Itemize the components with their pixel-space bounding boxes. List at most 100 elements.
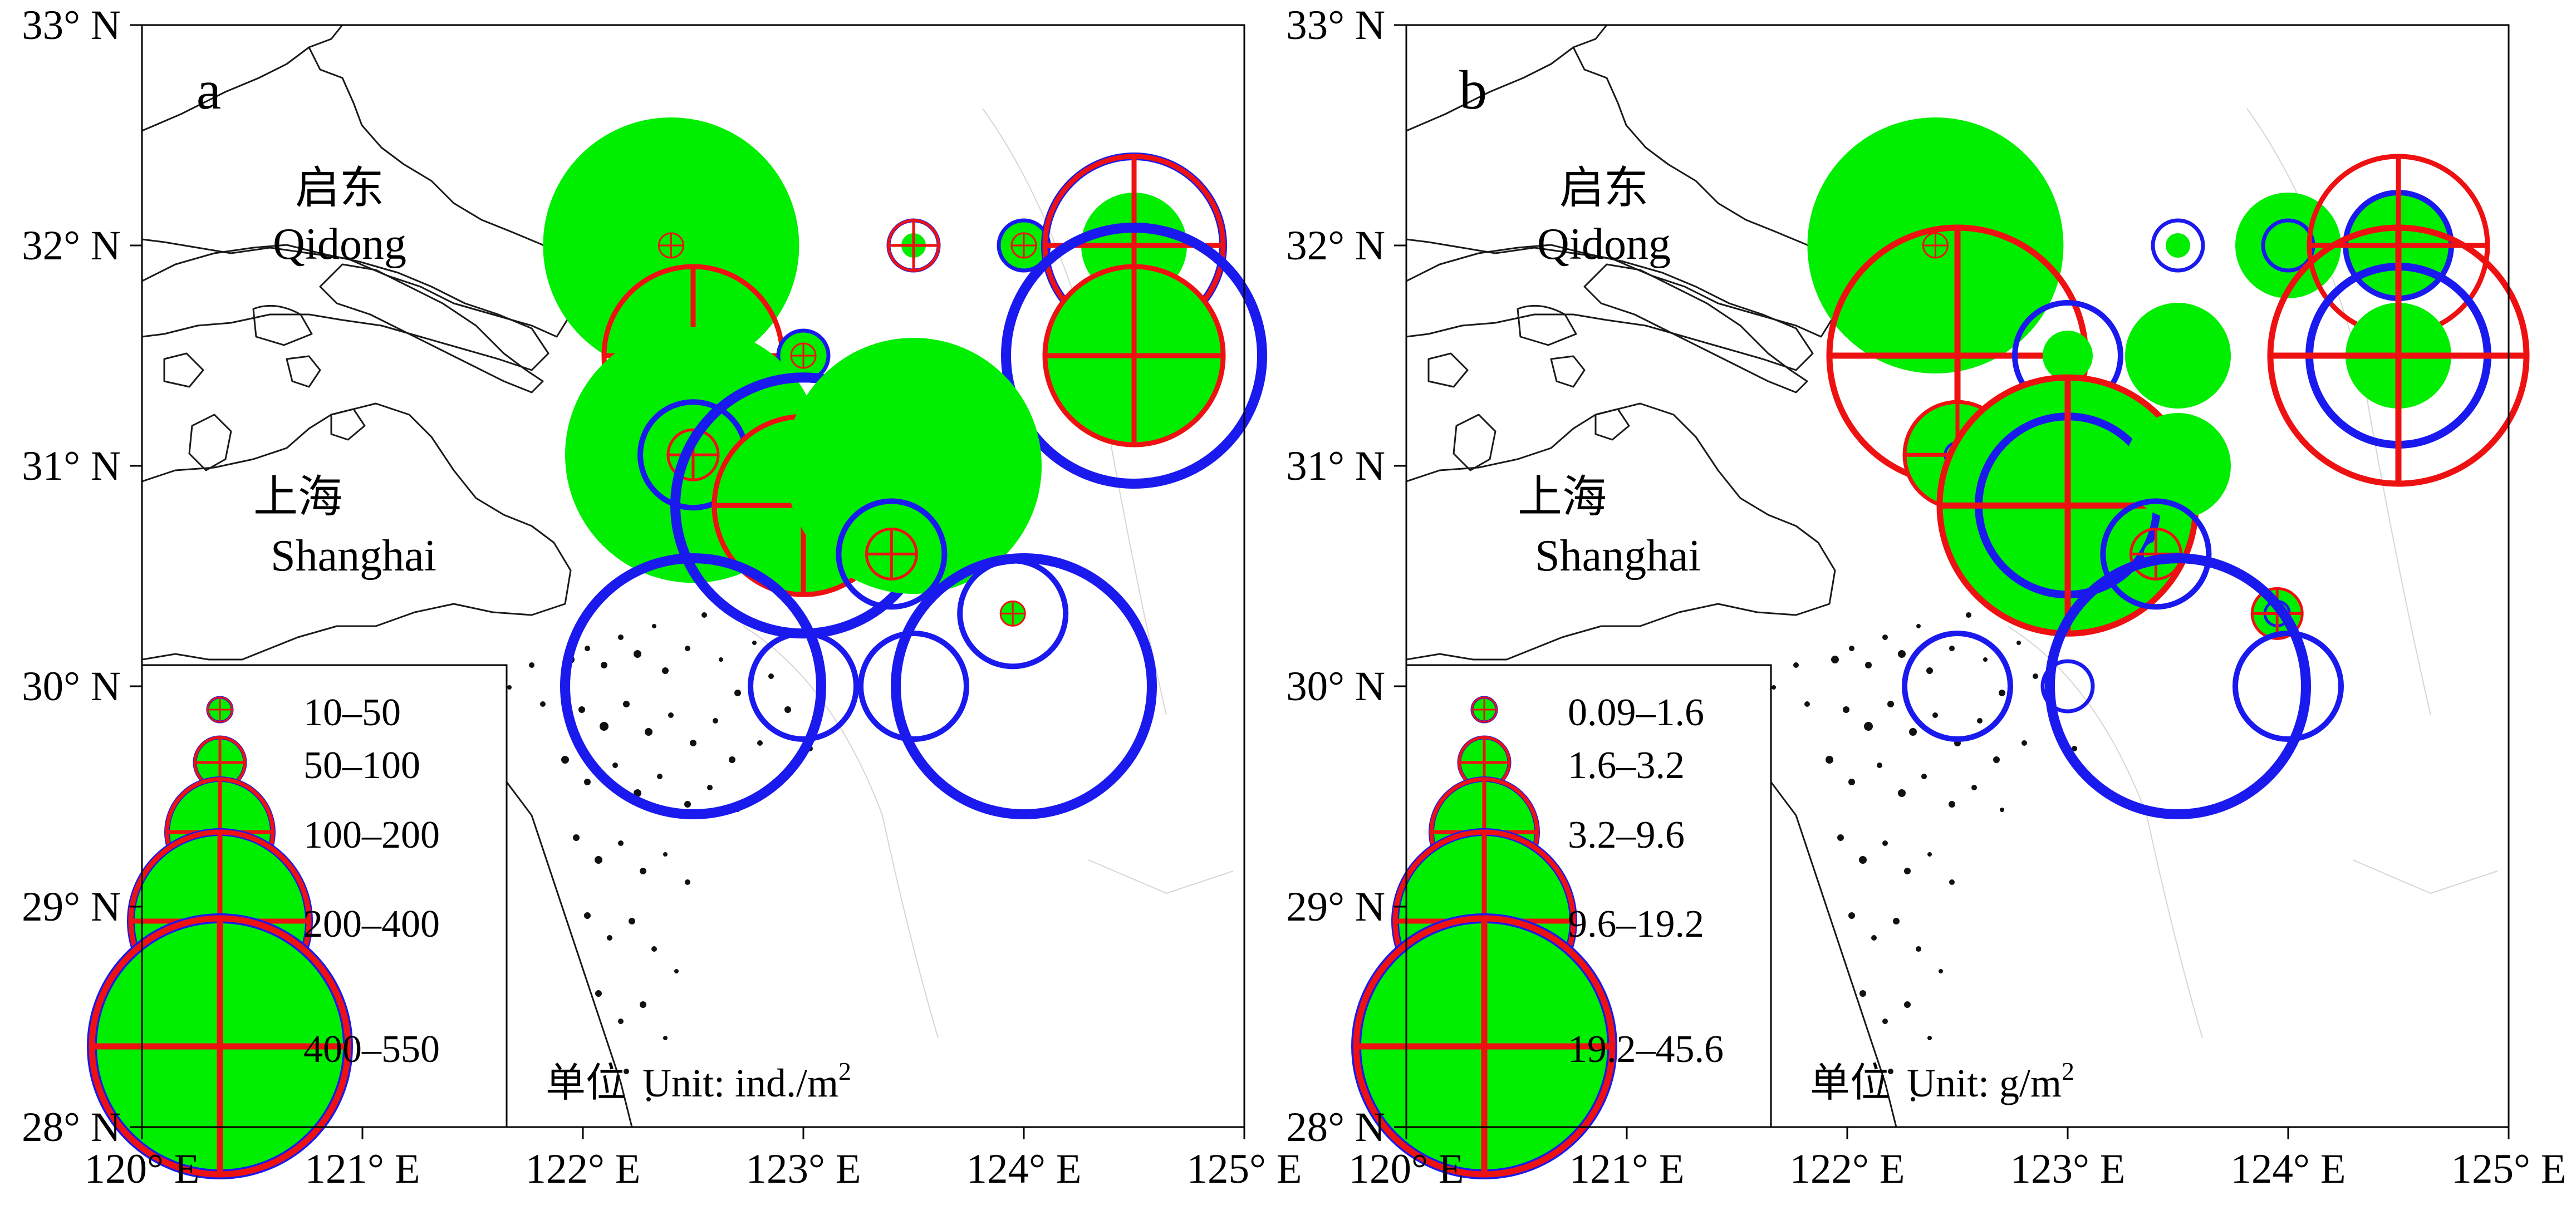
panel-label: a xyxy=(197,59,221,121)
map-abundance-disc xyxy=(2125,413,2231,519)
legend-station-0 xyxy=(1470,696,1498,724)
legend-label-5: 19.2–45.6 xyxy=(1568,1028,1724,1071)
map-abundance-disc xyxy=(2166,233,2190,258)
map-abundance-disc xyxy=(2125,303,2231,409)
legend-label-3: 100–200 xyxy=(303,814,440,857)
map-blue-ring xyxy=(858,631,969,742)
unit-superscript: 2 xyxy=(2062,1057,2074,1085)
map-station-0 xyxy=(543,117,799,373)
map-station-0 xyxy=(1807,117,2064,373)
map-station-15 xyxy=(858,631,969,742)
map-frame xyxy=(1405,24,2510,1128)
y-tick-label: 32° N xyxy=(1286,223,1385,269)
label-qidong-cn: 启东 xyxy=(295,164,384,213)
map-station-16 xyxy=(2232,631,2344,742)
legend-label-2: 1.6–3.2 xyxy=(1568,744,1685,787)
unit-cn: 单位 xyxy=(1810,1061,1890,1105)
legend-station-4 xyxy=(1351,913,1617,1179)
map-station-1 xyxy=(2151,218,2205,273)
y-tick-label: 31° N xyxy=(22,443,121,489)
legend-label-1: 0.09–1.6 xyxy=(1568,691,1704,734)
map-blue-ring xyxy=(836,498,948,610)
y-tick-label: 30° N xyxy=(1286,663,1385,710)
y-tick-label: 33° N xyxy=(1286,2,1385,48)
map-station-10 xyxy=(2125,413,2231,519)
label-qidong-en: Qidong xyxy=(273,220,406,269)
map-station-14 xyxy=(2040,659,2095,714)
legend-label-4: 9.6–19.2 xyxy=(1568,903,1704,946)
map-blue-ring xyxy=(2045,553,2311,819)
x-tick-label: 123° E xyxy=(2010,1146,2125,1192)
legend-label-1: 10–50 xyxy=(303,691,401,734)
map-station-6 xyxy=(2125,303,2231,409)
map-station-11 xyxy=(836,498,948,610)
map-blue-ring xyxy=(1902,631,2013,742)
x-tick-label: 125° E xyxy=(1186,1146,1302,1192)
unit-en: Unit: ind./m xyxy=(642,1061,838,1105)
legend-label-5: 400–550 xyxy=(303,1028,440,1071)
x-tick-label: 125° E xyxy=(2451,1146,2566,1192)
unit-superscript: 2 xyxy=(838,1057,851,1085)
y-tick-label: 30° N xyxy=(22,663,121,710)
legend-station-4 xyxy=(87,913,353,1179)
stations-layer xyxy=(543,117,1267,819)
map-station-1 xyxy=(886,218,941,273)
y-tick-label: 31° N xyxy=(1286,443,1385,489)
x-tick-label: 121° E xyxy=(1569,1146,1684,1192)
x-tick-label: 123° E xyxy=(745,1146,861,1192)
legend-label-4: 200–400 xyxy=(303,903,440,946)
map-blue-ring xyxy=(748,631,859,742)
y-tick-label: 28° N xyxy=(1286,1104,1385,1150)
x-tick-label: 124° E xyxy=(2230,1146,2346,1192)
x-tick-label: 124° E xyxy=(966,1146,1081,1192)
unit-cn: 单位 xyxy=(546,1061,626,1105)
y-tick-label: 33° N xyxy=(22,2,121,48)
map-blue-ring xyxy=(1001,223,1267,489)
y-tick-label: 29° N xyxy=(1286,884,1385,930)
label-shanghai-cn: 上海 xyxy=(253,473,342,522)
unit-label: 单位 Unit: ind./m2 xyxy=(546,1057,851,1105)
map-station-10 xyxy=(786,338,1042,594)
map-station-16 xyxy=(891,553,1157,819)
map-station-14 xyxy=(748,631,859,742)
legend-station-0 xyxy=(206,696,234,724)
map-station-7 xyxy=(1001,223,1267,489)
x-tick-label: 120° E xyxy=(84,1146,199,1192)
y-tick-label: 28° N xyxy=(22,1104,121,1150)
map-blue-ring xyxy=(2232,631,2344,742)
map-station-13 xyxy=(1902,631,2013,742)
y-tick-label: 32° N xyxy=(22,223,121,269)
map-station-7 xyxy=(2267,224,2530,487)
map-blue-ring xyxy=(560,553,826,819)
legend-label-2: 50–100 xyxy=(303,744,420,787)
label-shanghai-en: Shanghai xyxy=(1535,532,1701,581)
x-tick-label: 122° E xyxy=(1789,1146,1905,1192)
x-tick-label: 122° E xyxy=(525,1146,640,1192)
label-shanghai-en: Shanghai xyxy=(271,532,436,581)
legend: 0.09–1.6 1.6–3.2 3.2–9.6 9.6–19.2 19.2–45.6 xyxy=(1351,664,1772,1179)
y-tick-label: 29° N xyxy=(22,884,121,930)
unit-label: 单位 Unit: g/m2 xyxy=(1810,1057,2074,1105)
map-blue-ring xyxy=(891,553,1157,819)
map-frame xyxy=(141,24,1245,1128)
legend-label-3: 3.2–9.6 xyxy=(1568,814,1685,857)
map-station-13 xyxy=(560,553,826,819)
map-blue-ring xyxy=(2100,498,2212,610)
map-blue-ring xyxy=(2151,218,2205,273)
map-abundance-disc xyxy=(2043,331,2093,381)
map-station-15 xyxy=(2045,553,2311,819)
label-shanghai-cn: 上海 xyxy=(1518,473,1607,522)
map-blue-ring xyxy=(2040,659,2095,714)
panel-b: 启东 Qidong 上海 Shanghai b 0.09–1.6 1.6–3.2 3.2–9.… xyxy=(1286,2,2566,1192)
label-qidong-cn: 启东 xyxy=(1559,164,1648,213)
legend: 10–50 50–100 100–200 200–400 400–550 xyxy=(87,664,508,1179)
panel-label: b xyxy=(1459,59,1487,121)
map-abundance-disc xyxy=(786,338,1042,594)
x-tick-label: 120° E xyxy=(1348,1146,1464,1192)
x-tick-label: 121° E xyxy=(305,1146,420,1192)
stations-layer xyxy=(1807,117,2530,819)
unit-en: Unit: g/m xyxy=(1907,1061,2062,1105)
label-qidong-en: Qidong xyxy=(1537,220,1671,269)
panel-a: 启东 Qidong 上海 Shanghai a 10–50 50–100 100–200 200… xyxy=(22,2,1302,1192)
